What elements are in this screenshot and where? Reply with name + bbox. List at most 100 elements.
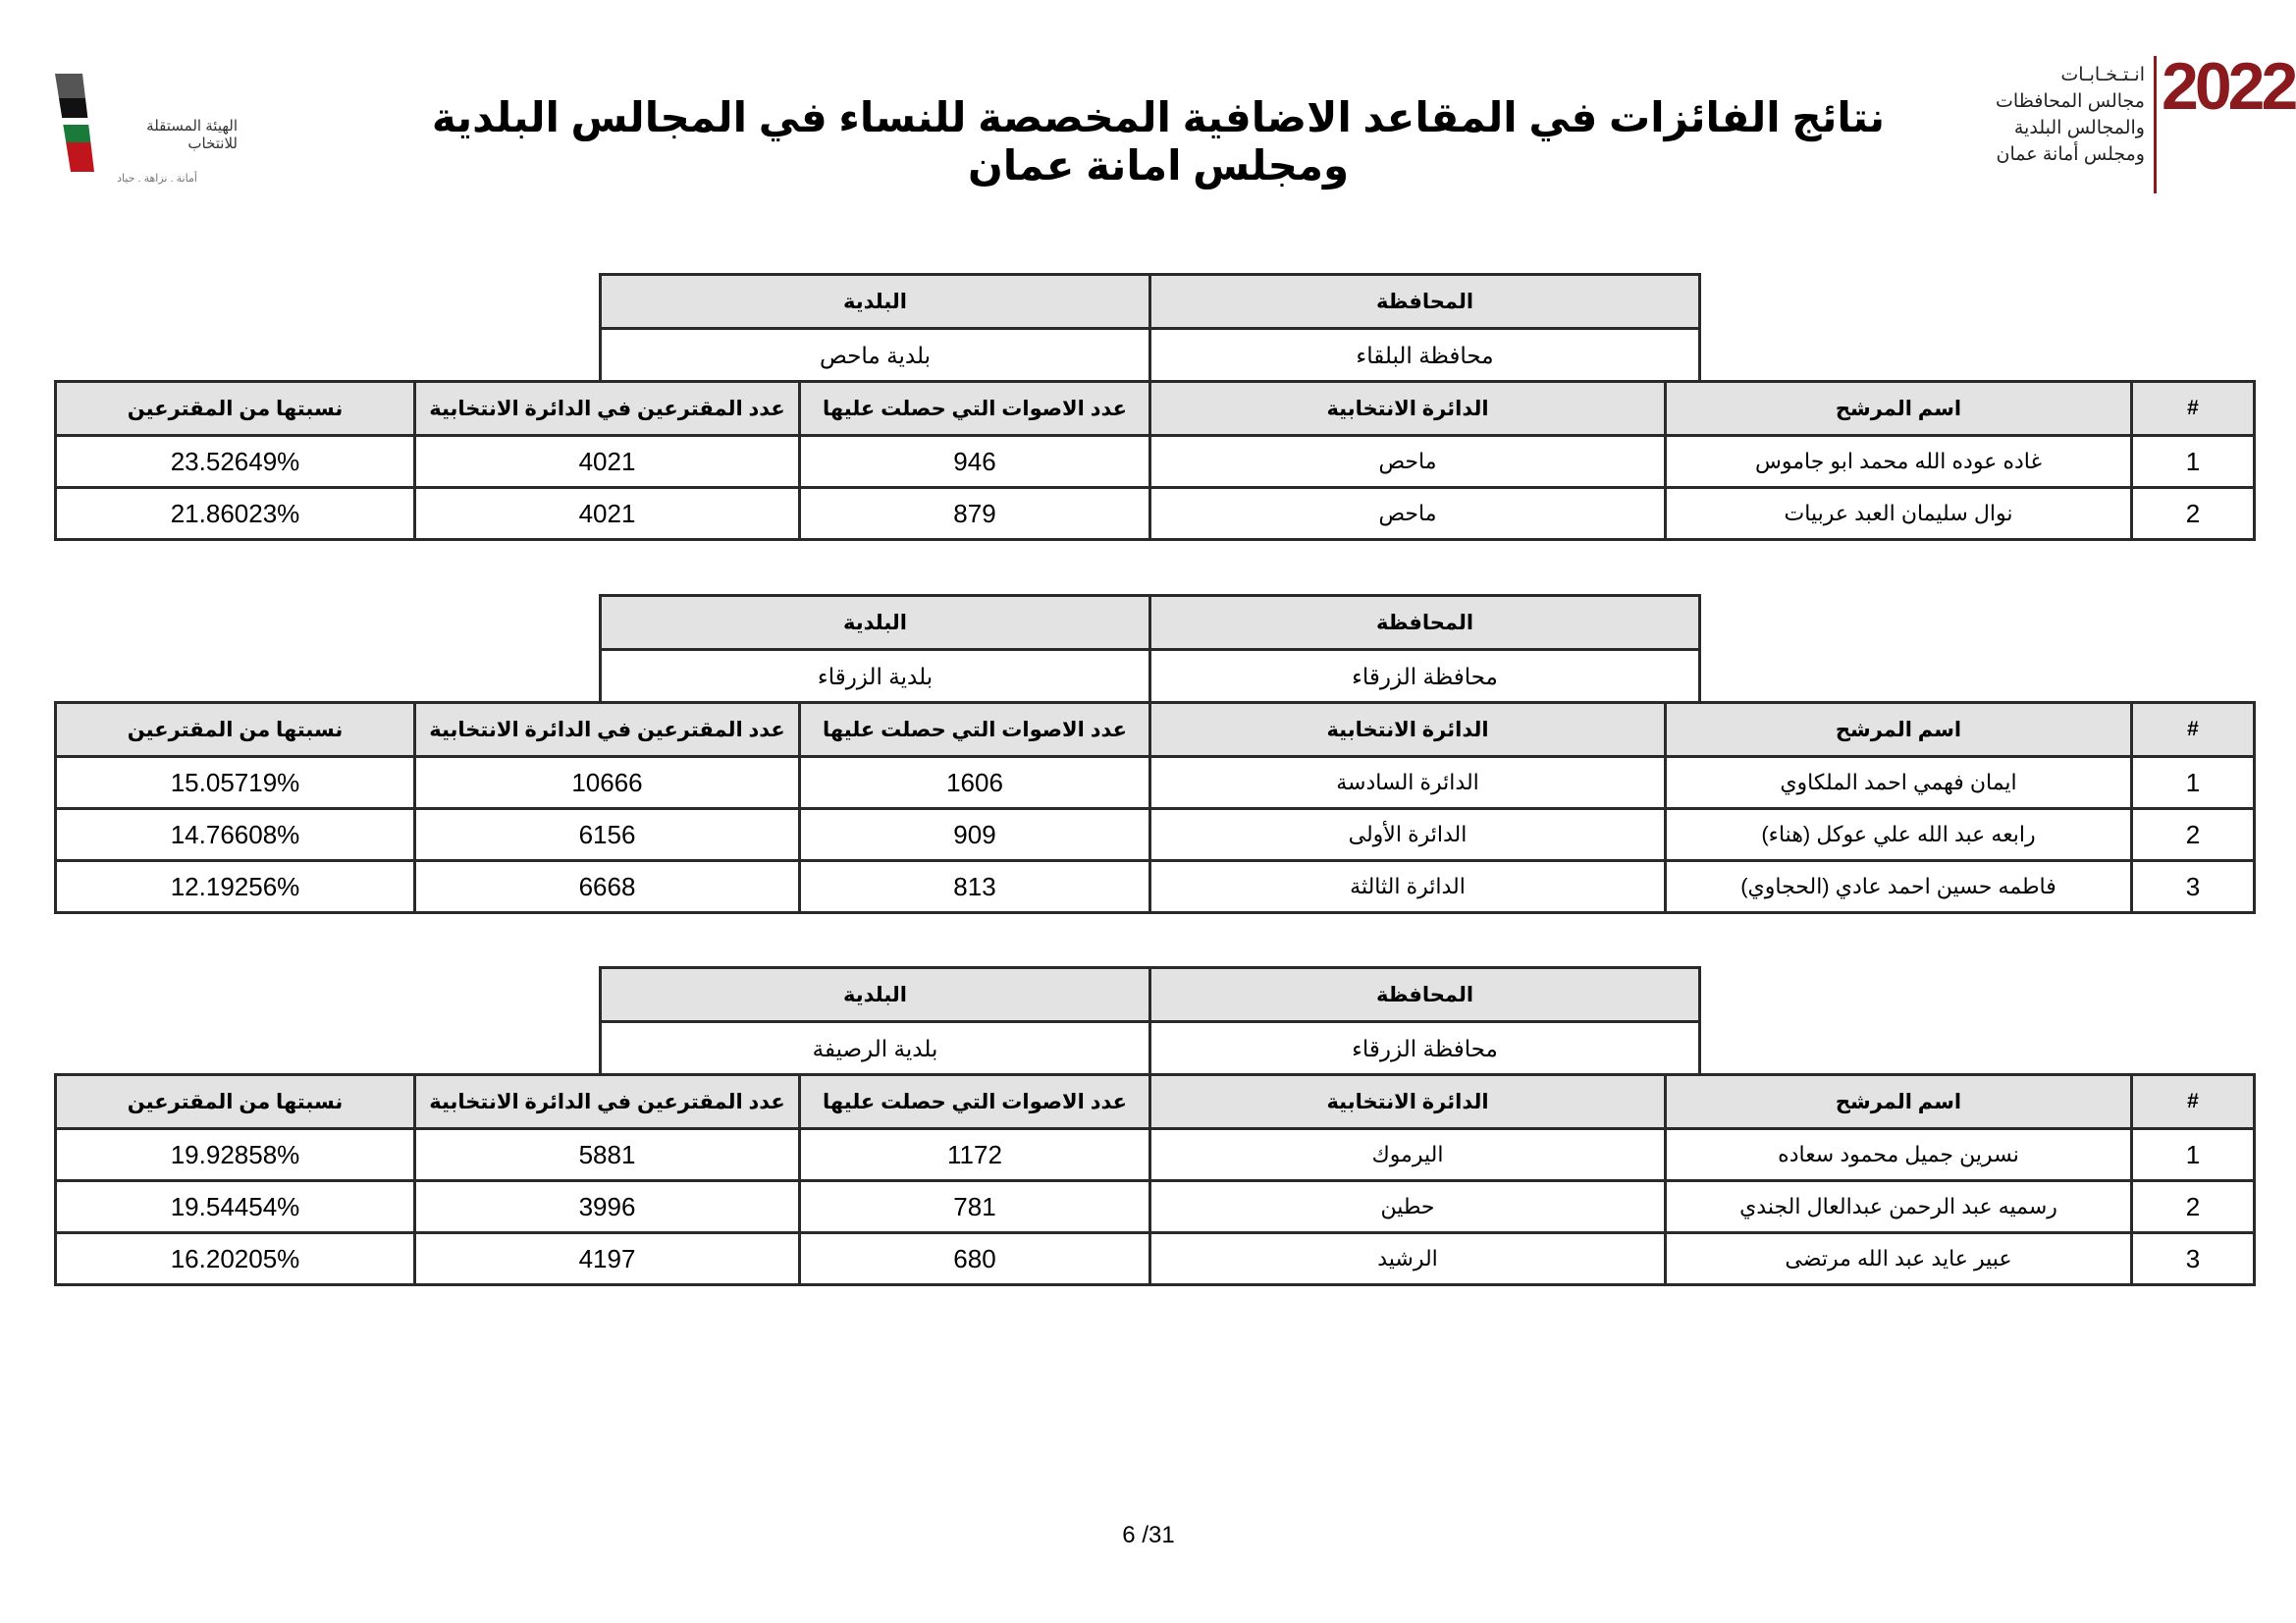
- cell-candidate: عبير عايد عبد الله مرتضى: [1664, 1231, 2133, 1286]
- cell-candidate: نسرين جميل محمود سعاده: [1664, 1127, 2133, 1182]
- cell-num: 3: [2130, 1231, 2256, 1286]
- cell-votes: 1172: [798, 1127, 1151, 1182]
- cell-candidate: فاطمه حسين احمد عادي (الحجاوي): [1664, 859, 2133, 914]
- governorate-header: المحافظة: [1148, 594, 1701, 651]
- table-row: 2 رابعه عبد الله علي عوكل (هناء) الدائرة…: [54, 807, 2256, 862]
- cell-voters: 10666: [413, 755, 801, 810]
- municipality-value: بلدية الرصيفة: [599, 1021, 1151, 1077]
- cell-voters: 3996: [413, 1179, 801, 1234]
- cell-num: 2: [2130, 486, 2256, 541]
- municipality-header: البلدية: [599, 966, 1151, 1023]
- cell-votes: 781: [798, 1179, 1151, 1234]
- header-district: الدائرة الانتخابية: [1148, 380, 1667, 437]
- cell-voters: 5881: [413, 1127, 801, 1182]
- cell-pct: 14.76608%: [54, 807, 416, 862]
- cell-votes: 1606: [798, 755, 1151, 810]
- elections-2022-logo: 2022 انـتـخـابـات مجالس المحافظات والمجا…: [1973, 53, 2296, 196]
- cell-num: 2: [2130, 1179, 2256, 1234]
- cell-voters: 4197: [413, 1231, 801, 1286]
- cell-pct: 21.86023%: [54, 486, 416, 541]
- header-district: الدائرة الانتخابية: [1148, 1073, 1667, 1130]
- municipality-header: البلدية: [599, 594, 1151, 651]
- cell-pct: 19.92858%: [54, 1127, 416, 1182]
- cell-district: ماحص: [1148, 486, 1667, 541]
- header-pct: نسبتها من المقترعين: [54, 380, 416, 437]
- location-table: المحافظة البلدية محافظة الزرقاء بلدية ال…: [599, 966, 1701, 1077]
- cell-candidate: رابعه عبد الله علي عوكل (هناء): [1664, 807, 2133, 862]
- governorate-value: محافظة الزرقاء: [1148, 649, 1701, 705]
- header-num: #: [2130, 380, 2256, 437]
- header-voters: عدد المقترعين في الدائرة الانتخابية: [413, 1073, 801, 1130]
- table-row: 2 نوال سليمان العبد عربيات ماحص 879 4021…: [54, 486, 2256, 541]
- table-row: 1 غاده عوده الله محمد ابو جاموس ماحص 946…: [54, 434, 2256, 489]
- table-row: 3 عبير عايد عبد الله مرتضى الرشيد 680 41…: [54, 1231, 2256, 1286]
- header-num: #: [2130, 1073, 2256, 1130]
- iec-motto: أمانة . نزاهة . حياد: [117, 173, 197, 185]
- cell-candidate: نوال سليمان العبد عربيات: [1664, 486, 2133, 541]
- location-table: المحافظة البلدية محافظة البلقاء بلدية ما…: [599, 273, 1701, 384]
- governorate-header: المحافظة: [1148, 966, 1701, 1023]
- logo-lines: انـتـخـابـات مجالس المحافظات والمجالس ال…: [1996, 62, 2145, 168]
- results-table: # اسم المرشح الدائرة الانتخابية عدد الاص…: [54, 701, 2256, 914]
- cell-votes: 946: [798, 434, 1151, 489]
- header-voters: عدد المقترعين في الدائرة الانتخابية: [413, 701, 801, 758]
- header-district: الدائرة الانتخابية: [1148, 701, 1667, 758]
- cell-district: ماحص: [1148, 434, 1667, 489]
- cell-district: الدائرة الأولى: [1148, 807, 1667, 862]
- cell-candidate: رسميه عبد الرحمن عبدالعال الجندي: [1664, 1179, 2133, 1234]
- cell-voters: 4021: [413, 434, 801, 489]
- cell-num: 1: [2130, 434, 2256, 489]
- jordan-flag-emblem: [55, 74, 94, 172]
- logo-divider: [2154, 56, 2157, 193]
- cell-voters: 4021: [413, 486, 801, 541]
- cell-pct: 19.54454%: [54, 1179, 416, 1234]
- table-row: 1 نسرين جميل محمود سعاده اليرموك 1172 58…: [54, 1127, 2256, 1182]
- results-table: # اسم المرشح الدائرة الانتخابية عدد الاص…: [54, 1073, 2256, 1286]
- iec-logo: الهيئة المستقلة للانتخاب أمانة . نزاهة .…: [49, 54, 255, 191]
- header-voters: عدد المقترعين في الدائرة الانتخابية: [413, 380, 801, 437]
- cell-num: 1: [2130, 1127, 2256, 1182]
- page-number: 6 /31: [1122, 1522, 1175, 1548]
- logo-line: مجالس المحافظات: [1996, 91, 2145, 112]
- location-table: المحافظة البلدية محافظة الزرقاء بلدية ال…: [599, 594, 1701, 705]
- cell-pct: 16.20205%: [54, 1231, 416, 1286]
- table-row: 1 ايمان فهمي احمد الملكاوي الدائرة الساد…: [54, 755, 2256, 810]
- cell-district: الدائرة السادسة: [1148, 755, 1667, 810]
- header-num: #: [2130, 701, 2256, 758]
- cell-votes: 680: [798, 1231, 1151, 1286]
- header-pct: نسبتها من المقترعين: [54, 1073, 416, 1130]
- cell-num: 3: [2130, 859, 2256, 914]
- logo-line: ومجلس أمانة عمان: [1996, 144, 2145, 165]
- cell-pct: 15.05719%: [54, 755, 416, 810]
- logo-line: والمجالس البلدية: [2013, 118, 2145, 138]
- cell-votes: 879: [798, 486, 1151, 541]
- cell-pct: 12.19256%: [54, 859, 416, 914]
- header-votes: عدد الاصوات التي حصلت عليها: [798, 1073, 1151, 1130]
- header-votes: عدد الاصوات التي حصلت عليها: [798, 701, 1151, 758]
- header-candidate: اسم المرشح: [1664, 380, 2133, 437]
- cell-votes: 909: [798, 807, 1151, 862]
- header-pct: نسبتها من المقترعين: [54, 701, 416, 758]
- header-votes: عدد الاصوات التي حصلت عليها: [798, 380, 1151, 437]
- table-row: 3 فاطمه حسين احمد عادي (الحجاوي) الدائرة…: [54, 859, 2256, 914]
- cell-district: حطين: [1148, 1179, 1667, 1234]
- cell-num: 1: [2130, 755, 2256, 810]
- results-table: # اسم المرشح الدائرة الانتخابية عدد الاص…: [54, 380, 2256, 541]
- cell-district: اليرموك: [1148, 1127, 1667, 1182]
- governorate-value: محافظة البلقاء: [1148, 328, 1701, 384]
- municipality-value: بلدية الزرقاء: [599, 649, 1151, 705]
- table-row: 2 رسميه عبد الرحمن عبدالعال الجندي حطين …: [54, 1179, 2256, 1234]
- cell-candidate: غاده عوده الله محمد ابو جاموس: [1664, 434, 2133, 489]
- header-candidate: اسم المرشح: [1664, 701, 2133, 758]
- header-candidate: اسم المرشح: [1664, 1073, 2133, 1130]
- governorate-header: المحافظة: [1148, 273, 1701, 330]
- cell-voters: 6668: [413, 859, 801, 914]
- cell-district: الدائرة الثالثة: [1148, 859, 1667, 914]
- iec-logo-text: الهيئة المستقلة للانتخاب: [146, 118, 238, 152]
- municipality-value: بلدية ماحص: [599, 328, 1151, 384]
- cell-pct: 23.52649%: [54, 434, 416, 489]
- governorate-value: محافظة الزرقاء: [1148, 1021, 1701, 1077]
- municipality-header: البلدية: [599, 273, 1151, 330]
- cell-num: 2: [2130, 807, 2256, 862]
- cell-votes: 813: [798, 859, 1151, 914]
